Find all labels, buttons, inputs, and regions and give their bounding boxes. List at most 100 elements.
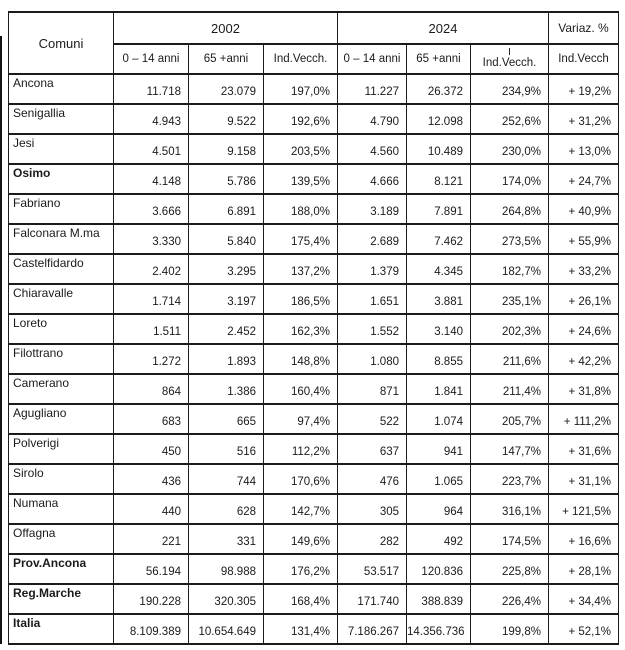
comune-name: Offagna bbox=[8, 523, 114, 555]
value-cell: 205,7% bbox=[470, 403, 549, 435]
table-row: Offagna 221 331 149,6% 282 492 174,5% + 16,6% bbox=[8, 523, 619, 555]
value-cell: 226,4% bbox=[470, 583, 549, 615]
value-cell: 273,5% bbox=[470, 223, 549, 255]
value-cell: 964 bbox=[406, 493, 471, 525]
comune-name: Polverigi bbox=[8, 433, 114, 465]
value-cell: + 24,7% bbox=[548, 163, 619, 195]
col-2024-age-0-14-header: 0 – 14 anni bbox=[337, 43, 407, 75]
comune-name: Filottrano bbox=[8, 343, 114, 375]
value-cell: 56.194 bbox=[113, 553, 189, 585]
value-cell: 305 bbox=[337, 493, 407, 525]
value-cell: 53.517 bbox=[337, 553, 407, 585]
value-cell: + 19,2% bbox=[548, 73, 619, 105]
value-cell: 223,7% bbox=[470, 463, 549, 495]
value-cell: 492 bbox=[406, 523, 471, 555]
value-cell: 4.666 bbox=[337, 163, 407, 195]
value-cell: 176,2% bbox=[263, 553, 338, 585]
value-cell: 331 bbox=[188, 523, 264, 555]
value-cell: 1.074 bbox=[406, 403, 471, 435]
value-cell: 628 bbox=[188, 493, 264, 525]
value-cell: 8.121 bbox=[406, 163, 471, 195]
value-cell: 4.501 bbox=[113, 133, 189, 165]
table-row: Prov.Ancona 56.194 98.988 176,2% 53.517 120.8… bbox=[8, 553, 619, 585]
value-cell: 864 bbox=[113, 373, 189, 405]
table-row: Senigallia 4.943 9.522 192,6% 4.790 12.098 252… bbox=[8, 103, 619, 135]
comune-name: Senigallia bbox=[8, 103, 114, 135]
value-cell: 3.189 bbox=[337, 193, 407, 225]
value-cell: + 111,2% bbox=[548, 403, 619, 435]
value-cell: 1.272 bbox=[113, 343, 189, 375]
table-row: Reg.Marche 190.228 320.305 168,4% 171.740 388… bbox=[8, 583, 619, 615]
table-row: Polverigi 450 516 112,2% 637 941 147,7% + 31,6% bbox=[8, 433, 619, 465]
comune-name: Numana bbox=[8, 493, 114, 525]
value-cell: 98.988 bbox=[188, 553, 264, 585]
col-2002-age-65plus-header: 65 +anni bbox=[188, 43, 264, 75]
value-cell: 10.489 bbox=[406, 133, 471, 165]
table-row: Fabriano 3.666 6.891 188,0% 3.189 7.891 264,8%… bbox=[8, 193, 619, 225]
table-row: Castelfidardo 2.402 3.295 137,2% 1.379 4.345 1… bbox=[8, 253, 619, 285]
value-cell: 637 bbox=[337, 433, 407, 465]
value-cell: 235,1% bbox=[470, 283, 549, 315]
value-cell: 316,1% bbox=[470, 493, 549, 525]
value-cell: 160,4% bbox=[263, 373, 338, 405]
table-row: Italia 8.109.389 10.654.649 131,4% 7.186.267… bbox=[8, 613, 619, 645]
value-cell: 112,2% bbox=[263, 433, 338, 465]
value-cell: + 55,9% bbox=[548, 223, 619, 255]
value-cell: 171.740 bbox=[337, 583, 407, 615]
value-cell: 3.330 bbox=[113, 223, 189, 255]
value-cell: 1.552 bbox=[337, 313, 407, 345]
value-cell: 211,6% bbox=[470, 343, 549, 375]
value-cell: 450 bbox=[113, 433, 189, 465]
value-cell: 221 bbox=[113, 523, 189, 555]
comuni-column-header: Comuni bbox=[8, 11, 114, 75]
value-cell: 1.386 bbox=[188, 373, 264, 405]
value-cell: 175,4% bbox=[263, 223, 338, 255]
value-cell: 11.718 bbox=[113, 73, 189, 105]
table-body: Ancona 11.718 23.079 197,0% 11.227 26.372 234,… bbox=[8, 73, 619, 645]
comune-name: Camerano bbox=[8, 373, 114, 405]
value-cell: 1.080 bbox=[337, 343, 407, 375]
value-cell: + 26,1% bbox=[548, 283, 619, 315]
table-row: Falconara M.ma 3.330 5.840 175,4% 2.689 7.462… bbox=[8, 223, 619, 255]
value-cell: 4.148 bbox=[113, 163, 189, 195]
value-cell: 476 bbox=[337, 463, 407, 495]
value-cell: 199,8% bbox=[470, 613, 549, 645]
value-cell: 3.666 bbox=[113, 193, 189, 225]
year-2024-header: 2024 bbox=[337, 11, 549, 45]
value-cell: 2.452 bbox=[188, 313, 264, 345]
value-cell: 4.345 bbox=[406, 253, 471, 285]
table-row: Jesi 4.501 9.158 203,5% 4.560 10.489 230,0% + 1… bbox=[8, 133, 619, 165]
table-row: Loreto 1.511 2.452 162,3% 1.552 3.140 202,3% + … bbox=[8, 313, 619, 345]
table-row: Osimo 4.148 5.786 139,5% 4.666 8.121 174,0% + 2… bbox=[8, 163, 619, 195]
value-cell: 3.140 bbox=[406, 313, 471, 345]
col-2002-age-0-14-header: 0 – 14 anni bbox=[113, 43, 189, 75]
value-cell: 388.839 bbox=[406, 583, 471, 615]
value-cell: 162,3% bbox=[263, 313, 338, 345]
value-cell: + 13,0% bbox=[548, 133, 619, 165]
col-2024-aging-index-header: I Ind.Vecch. bbox=[470, 43, 549, 75]
value-cell: + 31,6% bbox=[548, 433, 619, 465]
col-2024-aging-index-label: Ind.Vecch. bbox=[482, 57, 537, 69]
value-cell: 282 bbox=[337, 523, 407, 555]
value-cell: + 31,8% bbox=[548, 373, 619, 405]
value-cell: 131,4% bbox=[263, 613, 338, 645]
table-row: Numana 440 628 142,7% 305 964 316,1% + 121,5% bbox=[8, 493, 619, 525]
value-cell: + 42,2% bbox=[548, 343, 619, 375]
col-2002-aging-index-header: Ind.Vecch. bbox=[263, 43, 338, 75]
value-cell: 436 bbox=[113, 463, 189, 495]
value-cell: 7.462 bbox=[406, 223, 471, 255]
table-row: Sirolo 436 744 170,6% 476 1.065 223,7% + 31,1% bbox=[8, 463, 619, 495]
value-cell: 190.228 bbox=[113, 583, 189, 615]
value-cell: 8.109.389 bbox=[113, 613, 189, 645]
value-cell: 320.305 bbox=[188, 583, 264, 615]
value-cell: 7.186.267 bbox=[337, 613, 407, 645]
comune-name: Agugliano bbox=[8, 403, 114, 435]
value-cell: 148,8% bbox=[263, 343, 338, 375]
scan-artifact-line bbox=[0, 36, 2, 644]
value-cell: 12.098 bbox=[406, 103, 471, 135]
table-row: Camerano 864 1.386 160,4% 871 1.841 211,4% + 31… bbox=[8, 373, 619, 405]
value-cell: 3.197 bbox=[188, 283, 264, 315]
value-cell: 1.841 bbox=[406, 373, 471, 405]
col-variaz-aging-index-header: Ind.Vecch bbox=[548, 43, 619, 75]
value-cell: 10.654.649 bbox=[188, 613, 264, 645]
